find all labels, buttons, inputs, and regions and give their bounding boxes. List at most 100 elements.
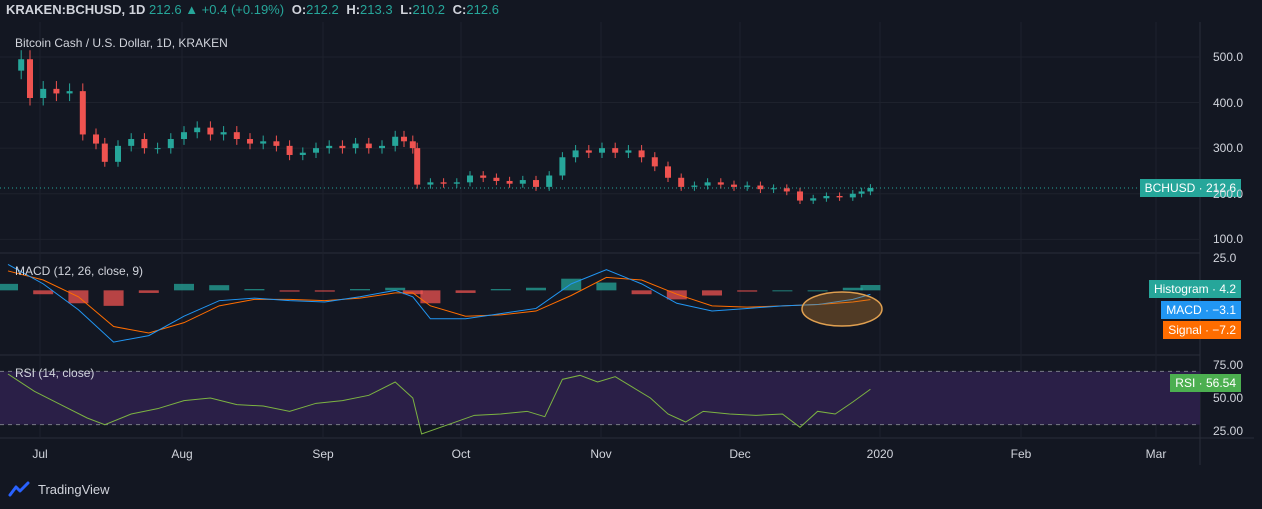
y-tick-label: 75.00: [1213, 357, 1244, 372]
candle-body: [286, 145, 293, 155]
candle-body: [744, 185, 751, 187]
candle-body: [401, 136, 407, 142]
histogram-bar: [350, 289, 370, 291]
histogram-bar: [842, 287, 863, 291]
cloud-icon: [8, 481, 30, 497]
price-pane-title[interactable]: Bitcoin Cash / U.S. Dollar, 1D, KRAKEN: [15, 36, 228, 50]
candle-body: [797, 191, 803, 201]
candle-body: [27, 59, 33, 98]
candle-body: [585, 150, 592, 153]
histogram-bar: [772, 290, 793, 292]
candle-body: [810, 198, 817, 201]
candle-body: [181, 132, 187, 140]
candle-body: [115, 145, 121, 162]
tradingview-logo[interactable]: TradingView: [6, 481, 110, 497]
candle-body: [260, 141, 267, 144]
candle-body: [453, 182, 460, 184]
candle-body: [467, 175, 473, 183]
histogram-bar: [402, 290, 423, 295]
candle-body: [625, 150, 632, 153]
y-tick-label: 100.0: [1213, 232, 1244, 247]
low-label: L:: [400, 2, 413, 17]
candle-body: [665, 166, 671, 178]
candle-body: [678, 177, 685, 187]
macd-pane-title[interactable]: MACD (12, 26, close, 9): [15, 264, 144, 278]
histogram-bar: [420, 290, 441, 304]
histogram-bar: [860, 285, 881, 291]
macd-badge: MACD · −3.1: [1161, 301, 1241, 319]
candle-body: [704, 182, 711, 186]
annotation-ellipse: [801, 291, 883, 327]
price-change: ▲ +0.4 (+0.19%): [185, 2, 285, 17]
candle-body: [93, 134, 99, 144]
candle-body: [599, 148, 605, 153]
candle-body: [352, 143, 359, 149]
histogram-bar: [596, 282, 617, 291]
y-tick-label: 500.0: [1213, 49, 1244, 64]
candle-body: [440, 182, 447, 184]
last-price: 212.6: [149, 2, 182, 17]
candle-body: [18, 59, 25, 71]
candle-body: [247, 139, 253, 144]
y-tick-label: 25.0: [1213, 251, 1237, 265]
candle-body: [339, 145, 346, 149]
signal-badge: Signal · −7.2: [1163, 321, 1241, 339]
x-tick-label: Jul: [32, 447, 48, 461]
symbol-name[interactable]: KRAKEN:BCHUSD, 1D: [6, 2, 146, 17]
candle-body: [66, 91, 73, 94]
candle-body: [409, 141, 416, 149]
histogram-bar: [526, 287, 546, 291]
candle-body: [414, 148, 421, 185]
price-badge: BCHUSD · 212.6: [1139, 179, 1241, 197]
candle-body: [836, 196, 843, 198]
histogram-bar: [279, 290, 300, 292]
candle-body: [273, 141, 280, 146]
rsi-label: RSI: [1175, 376, 1196, 390]
candle-body: [493, 177, 500, 181]
candle-body: [519, 180, 526, 184]
rsi-pane-title[interactable]: RSI (14, close): [15, 366, 95, 380]
rsi-badge: RSI · 56.54: [1170, 374, 1241, 392]
histogram-bar: [490, 289, 511, 291]
candle-body: [392, 136, 399, 146]
histogram-bar: [314, 290, 335, 292]
close-label: C:: [452, 2, 467, 17]
candle-body: [53, 88, 60, 94]
candle-body: [770, 188, 777, 190]
candle-body: [823, 196, 830, 199]
macd-line: [7, 264, 871, 343]
histogram-label: Histogram: [1153, 282, 1209, 296]
candle-body: [572, 150, 579, 158]
x-tick-label: Oct: [451, 447, 471, 461]
candle-body: [717, 182, 724, 185]
price-badge-label: BCHUSD: [1144, 181, 1196, 195]
candle-body: [101, 143, 108, 162]
histogram-bar: [666, 290, 687, 300]
histogram-bar: [455, 290, 476, 293]
open-value: 212.2: [306, 2, 339, 17]
rsi-line: [7, 373, 871, 435]
x-tick-label: Dec: [729, 447, 751, 461]
histogram-value: 4.2: [1219, 282, 1236, 296]
histogram-bar: [209, 285, 230, 291]
histogram-bar: [0, 283, 18, 291]
candle-body: [167, 139, 174, 149]
candle-body: [220, 132, 227, 135]
candle-body: [299, 152, 306, 155]
y-tick-label: 200.0: [1213, 186, 1244, 201]
histogram-bar: [807, 290, 828, 292]
candle-body: [480, 175, 487, 178]
candle-body: [757, 185, 764, 190]
signal-value: −7.2: [1212, 323, 1236, 337]
open-label: O:: [291, 2, 307, 17]
histogram-badge: Histogram · 4.2: [1148, 280, 1241, 298]
candle-body: [731, 184, 737, 187]
candle-body: [326, 145, 333, 149]
candle-body: [365, 143, 372, 149]
rsi-value: 56.54: [1205, 376, 1236, 390]
candle-body: [546, 175, 553, 187]
low-value: 210.2: [412, 2, 446, 17]
candle-body: [427, 182, 434, 185]
